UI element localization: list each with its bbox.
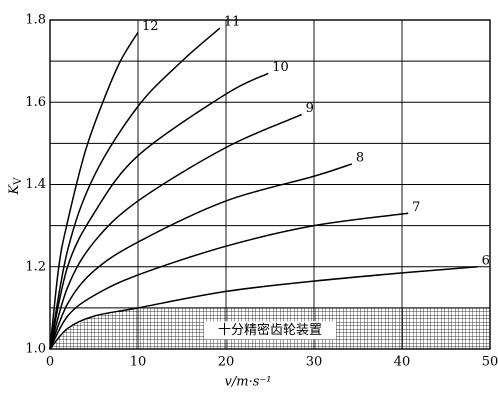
- curve: [49, 27, 221, 350]
- curve: [49, 163, 353, 350]
- x-tick-label: 10: [130, 355, 147, 370]
- y-axis-label: KV: [7, 177, 24, 196]
- annotation: 十分精密齿轮装置: [218, 322, 322, 337]
- plot-frame: [49, 19, 491, 350]
- y-axis-label-main: K: [7, 183, 22, 195]
- curve: [49, 31, 139, 350]
- curve-label: 9: [306, 101, 314, 116]
- y-axis-label-sub: V: [13, 177, 24, 186]
- curve: [49, 266, 478, 350]
- y-tick-label: 1.6: [25, 95, 46, 110]
- curve: [49, 113, 302, 350]
- curve-label: 12: [142, 19, 159, 34]
- curve-label: 6: [482, 253, 490, 268]
- curve-label: 7: [412, 200, 420, 215]
- curve-label: 8: [356, 150, 364, 165]
- x-axis-label: v/m·s⁻¹: [225, 375, 272, 390]
- x-tick-label: 50: [482, 355, 498, 370]
- y-tick-label: 1.8: [25, 13, 46, 28]
- x-tick-label: 40: [394, 355, 411, 370]
- curve-label: 11: [224, 15, 241, 30]
- curve-label: 10: [272, 60, 289, 75]
- x-tick-label: 30: [306, 355, 323, 370]
- y-tick-label: 1.0: [25, 342, 46, 357]
- curve: [49, 72, 269, 350]
- y-tick-label: 1.4: [25, 177, 46, 192]
- annotation-box: [204, 321, 336, 340]
- x-tick-label: 20: [218, 355, 235, 370]
- y-tick-label: 1.2: [25, 259, 46, 274]
- x-tick-label: 0: [46, 355, 54, 370]
- curve: [49, 212, 409, 350]
